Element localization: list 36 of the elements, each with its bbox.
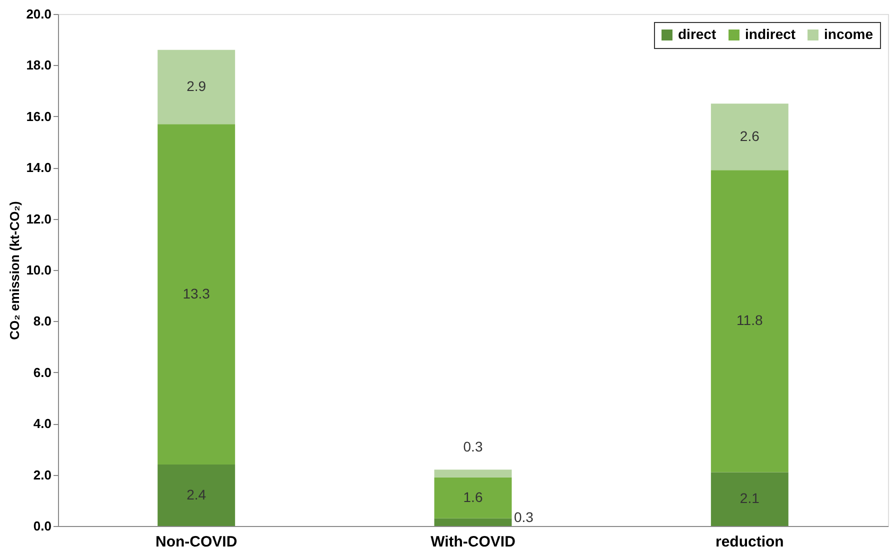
data-label: 2.6 xyxy=(740,128,760,144)
data-label: 1.6 xyxy=(463,488,483,505)
legend-label: direct xyxy=(678,26,716,42)
bar xyxy=(710,104,788,170)
y-tick-label: 16.0 xyxy=(26,108,52,124)
y-tick-label: 12.0 xyxy=(26,211,52,226)
x-tick-label: reduction xyxy=(715,534,784,550)
data-label: 2.9 xyxy=(186,78,206,94)
y-tick-label: 20.0 xyxy=(26,6,52,22)
y-tick-label: 0.0 xyxy=(33,518,52,534)
bar xyxy=(434,518,512,526)
y-tick-label: 4.0 xyxy=(33,416,52,432)
x-tick-label: With-COVID xyxy=(430,534,516,550)
data-label: 11.8 xyxy=(736,312,763,328)
data-label: 0.3 xyxy=(463,438,483,455)
data-label: 13.3 xyxy=(182,285,210,302)
y-axis-title: CO₂ emission (kt-CO₂) xyxy=(7,201,22,340)
y-tick-label: 2.0 xyxy=(33,467,52,482)
y-tick-label: 14.0 xyxy=(26,160,52,176)
data-label: 0.3 xyxy=(514,509,534,526)
data-label: 2.1 xyxy=(740,490,760,506)
bar xyxy=(434,470,512,478)
legend-label: income xyxy=(824,26,874,42)
bar xyxy=(710,170,788,472)
y-tick-label: 10.0 xyxy=(26,262,52,278)
x-tick-label: Non-COVID xyxy=(155,534,238,550)
bar xyxy=(158,124,236,465)
y-tick-label: 18.0 xyxy=(26,58,52,73)
bar xyxy=(710,472,788,526)
bar xyxy=(158,50,236,124)
y-tick-label: 8.0 xyxy=(33,314,52,329)
legend-label: indirect xyxy=(745,26,796,42)
y-tick-label: 6.0 xyxy=(33,364,52,380)
bar xyxy=(158,464,236,526)
data-label: 2.4 xyxy=(186,486,206,502)
bar xyxy=(434,477,512,518)
